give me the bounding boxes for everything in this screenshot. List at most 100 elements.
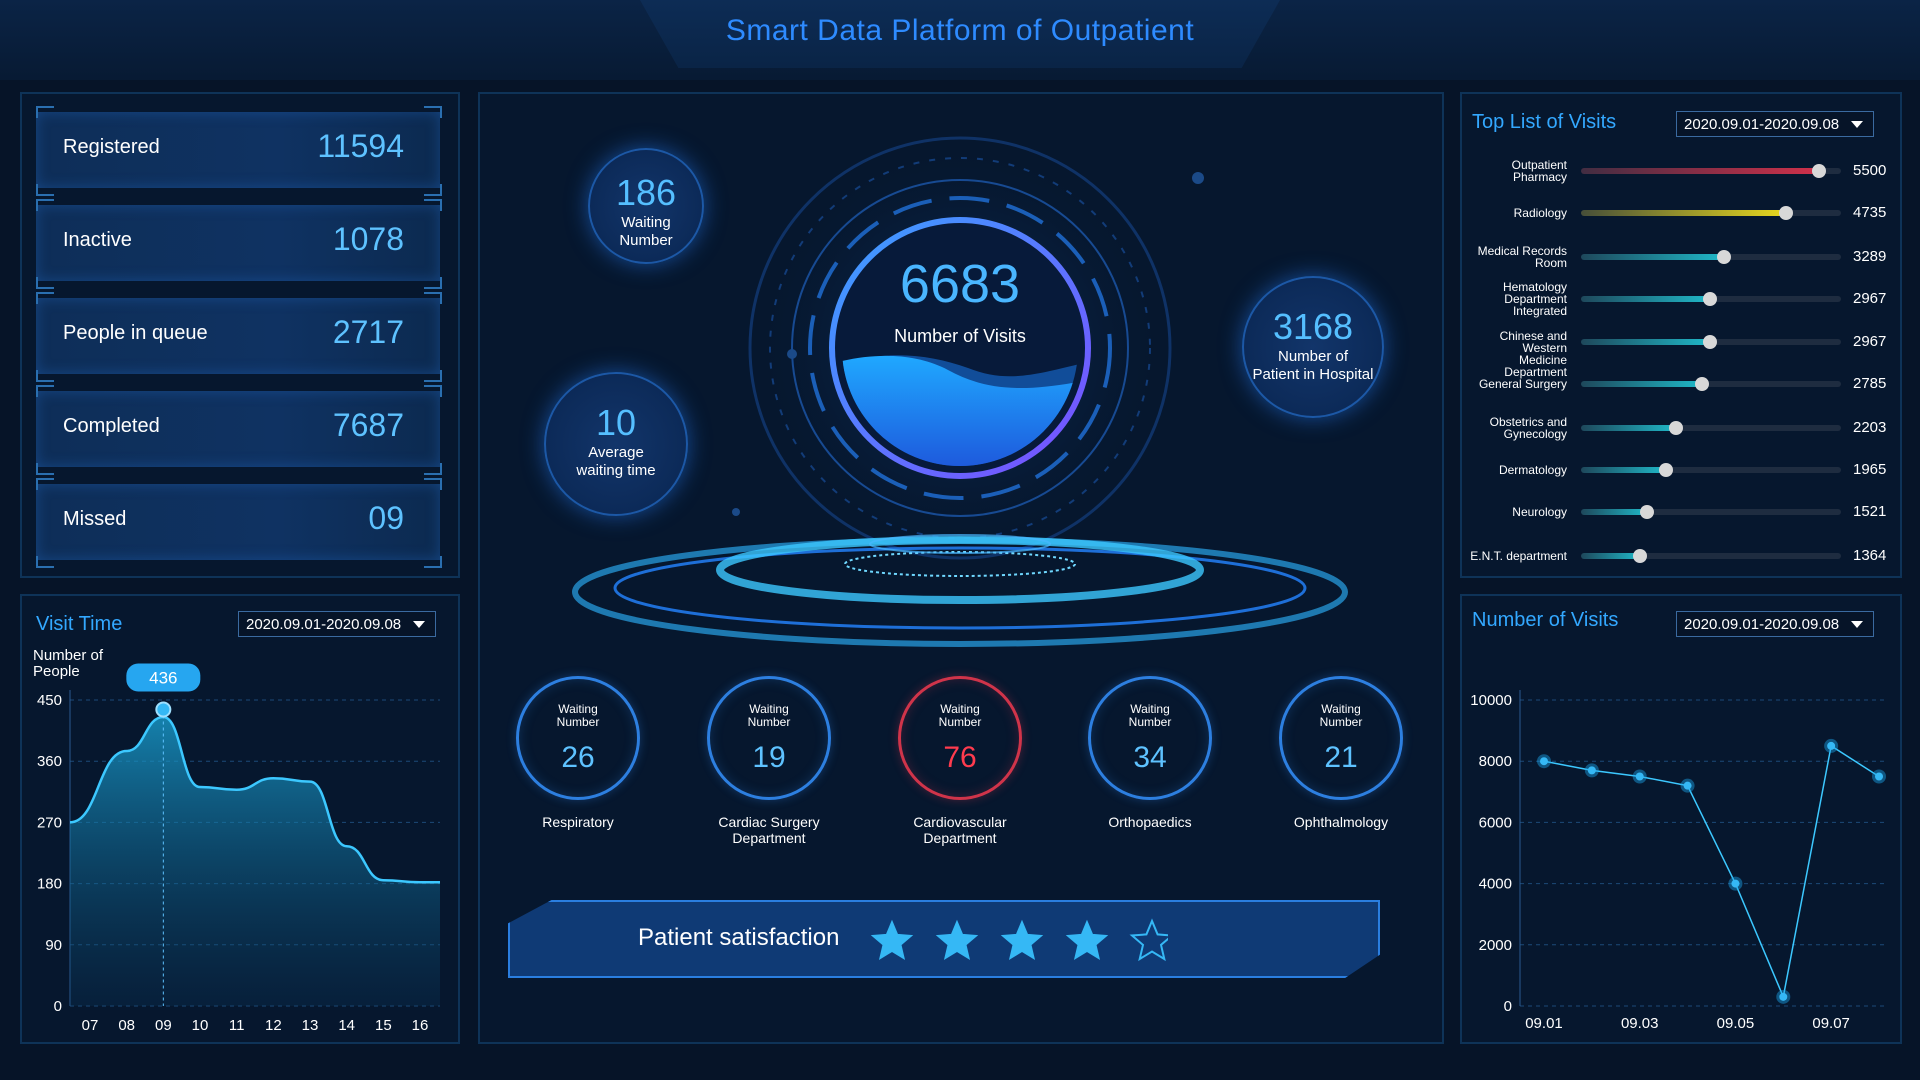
stars-svg (870, 918, 1175, 962)
number-of-visits-title: Number of Visits (1472, 609, 1619, 631)
chevron-down-icon (1851, 621, 1863, 628)
data-point[interactable] (1635, 772, 1644, 781)
department-waiting-label: Waiting Number (710, 703, 828, 729)
label-line: Gynecology (1503, 427, 1567, 441)
top-list-bar (1581, 553, 1640, 559)
visits-value: 6683 (899, 254, 1021, 314)
data-point[interactable] (1779, 992, 1788, 1001)
data-point[interactable] (1875, 772, 1883, 781)
x-tick-label: 13 (302, 1017, 319, 1034)
top-list-track (1581, 425, 1841, 431)
highlight-point[interactable] (155, 701, 172, 718)
data-point[interactable] (1587, 766, 1596, 775)
top-list-bar-knob (1812, 164, 1826, 178)
department-waiting-label: Waiting Number (519, 703, 637, 729)
top-list-item-label: Outpatient Pharmacy (1457, 159, 1567, 183)
visit-time-date-select[interactable]: 2020.09.01-2020.09.08 (238, 611, 436, 637)
y-tick-label: 90 (45, 937, 62, 954)
department-waiting-value: 76 (943, 741, 977, 774)
label-line: Outpatient (1511, 158, 1567, 172)
number-of-visits-chart: 0 2000 4000 6000 8000 10000 09.01 09.03 09.05 09.… (1470, 690, 1886, 1032)
x-tick-label: 09.01 (1525, 1015, 1563, 1032)
department-name-line1: Respiratory (542, 814, 614, 830)
frame-corner (424, 370, 442, 382)
top-list-item-label: General Surgery (1457, 378, 1567, 390)
top-list-item-value: 2785 (1853, 375, 1887, 392)
data-point[interactable] (1540, 757, 1548, 766)
data-point[interactable] (1827, 741, 1836, 750)
patients-in-hospital-bubble: 3168 Number of Patient in Hospital (1242, 276, 1384, 418)
chevron-down-icon (1851, 121, 1863, 128)
top-list-bar (1581, 425, 1676, 431)
label-line: Dermatology (1498, 463, 1567, 477)
y-tick-label: 450 (37, 692, 62, 709)
y-tick-label: 0 (1504, 998, 1512, 1015)
waiting-label-line2: Number (1319, 715, 1363, 729)
waiting-label-line1: Waiting (749, 702, 789, 716)
label-line: E.N.T. department (1470, 549, 1567, 563)
frame-corner (36, 106, 54, 118)
stat-value: 7687 (332, 407, 404, 443)
data-point[interactable] (1731, 879, 1740, 888)
top-list-item-label: Chinese and Western Medicine Department (1457, 330, 1567, 378)
frame-corner (36, 478, 54, 490)
average-waiting-bubble: 10 Average waiting time (544, 372, 688, 516)
frame-corner (424, 478, 442, 490)
data-point[interactable] (1683, 781, 1692, 790)
top-list-bar (1581, 296, 1710, 302)
number-of-visits-date-select[interactable]: 2020.09.01-2020.09.08 (1676, 611, 1874, 637)
frame-corner (424, 277, 442, 289)
top-list-item-label: Hematology Department Integrated (1457, 281, 1567, 317)
label-line: Medical Records (1477, 244, 1567, 258)
department-gauge: Waiting Number 34 (1088, 676, 1212, 800)
star-filled-icon (1065, 919, 1109, 961)
waiting-label-line2: Number (938, 715, 982, 729)
top-list-item-value: 1364 (1853, 547, 1887, 564)
x-tick-label: 07 (82, 1017, 99, 1034)
waiting-label-line1: Waiting (1130, 702, 1170, 716)
top-list-item-label: Medical Records Room (1457, 245, 1567, 269)
top-list-date-select[interactable]: 2020.09.01-2020.09.08 (1676, 111, 1874, 137)
department-gauge: Waiting Number 26 (516, 676, 640, 800)
top-list-item-value: 2967 (1853, 290, 1887, 307)
department-waiting-value: 34 (1133, 741, 1167, 774)
patients-in-hospital-value: 3168 (1272, 306, 1354, 347)
patients-in-hospital-label2: Patient in Hospital (1252, 366, 1374, 383)
top-list-bar-knob (1695, 377, 1709, 391)
stat-inactive: Inactive 1078 (36, 205, 440, 281)
top-list-title: Top List of Visits (1472, 111, 1617, 133)
top-list-item-value: 1521 (1853, 503, 1887, 520)
line-series (1543, 744, 1880, 1000)
top-list-bar-knob (1640, 505, 1654, 519)
label-line: Department (1504, 292, 1567, 306)
y-tick-label: 10000 (1470, 692, 1512, 709)
star-filled-icon (935, 919, 979, 961)
stat-missed: Missed 09 (36, 484, 440, 560)
average-waiting-label1: Average (588, 444, 644, 461)
chevron-down-icon (413, 621, 425, 628)
frame-corner (36, 370, 54, 382)
y-tick-label: 180 (37, 876, 62, 893)
frame-corner (424, 385, 442, 397)
stat-completed: Completed 7687 (36, 391, 440, 467)
department-waiting-value: 26 (561, 741, 595, 774)
top-list-item-value: 3289 (1853, 248, 1887, 265)
label-line: General Surgery (1478, 377, 1567, 391)
area-line (69, 715, 440, 884)
top-list-bar (1581, 210, 1786, 216)
y-tick-label: 8000 (1479, 753, 1512, 770)
top-list-bar (1581, 339, 1710, 345)
top-list-item-label: Radiology (1457, 207, 1567, 219)
top-list-bar-knob (1659, 463, 1673, 477)
department-name: Respiratory (493, 814, 663, 830)
star-empty-icon (1129, 918, 1175, 962)
top-list-item-label: E.N.T. department (1457, 550, 1567, 562)
x-tick-label: 16 (412, 1017, 429, 1034)
top-list-item-value: 2967 (1853, 333, 1887, 350)
x-tick-label: 10 (192, 1017, 209, 1034)
top-list-bar (1581, 254, 1724, 260)
frame-corner (36, 277, 54, 289)
y-tick-label: 360 (37, 753, 62, 770)
x-tick-label: 09.05 (1717, 1015, 1755, 1032)
y-tick-label: 6000 (1479, 814, 1512, 831)
